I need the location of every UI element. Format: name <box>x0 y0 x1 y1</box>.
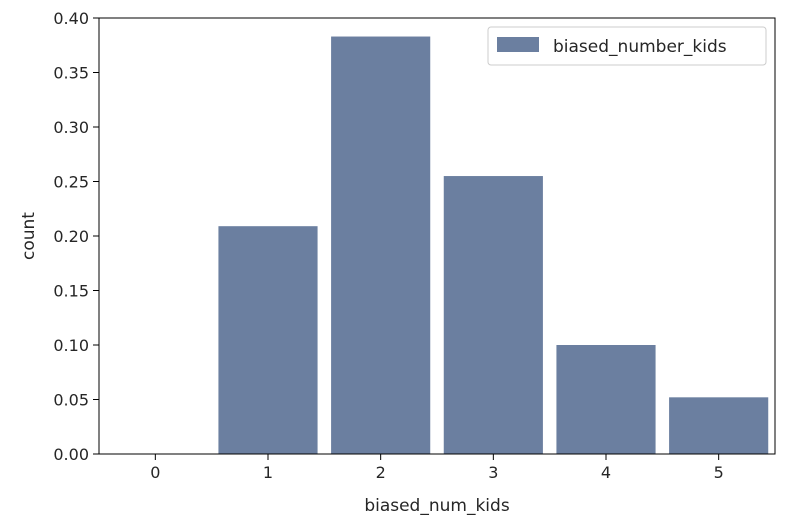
x-tick-label: 5 <box>714 463 724 482</box>
y-tick-label: 0.10 <box>53 336 89 355</box>
y-tick-label: 0.00 <box>53 445 89 464</box>
legend: biased_number_kids <box>487 26 767 66</box>
x-axis-label: biased_num_kids <box>364 496 510 516</box>
y-tick-label: 0.25 <box>53 173 89 192</box>
bar-5 <box>669 397 769 454</box>
legend-swatch <box>497 37 539 52</box>
y-axis-label: count <box>19 212 39 260</box>
bar-2 <box>331 36 431 454</box>
x-tick-label: 4 <box>601 463 611 482</box>
y-tick-label: 0.05 <box>53 391 89 410</box>
x-tick-label: 2 <box>376 463 386 482</box>
x-tick-label: 0 <box>150 463 160 482</box>
x-tick-label: 1 <box>263 463 273 482</box>
bar-3 <box>443 176 543 455</box>
y-tick-label: 0.20 <box>53 227 89 246</box>
bar-4 <box>556 345 656 454</box>
y-tick-label: 0.35 <box>53 64 89 83</box>
legend-box <box>487 26 767 66</box>
x-tick-label: 3 <box>488 463 498 482</box>
y-tick-label: 0.40 <box>53 9 89 28</box>
bars-group <box>218 36 769 455</box>
y-tick-label: 0.15 <box>53 282 89 301</box>
legend-label: biased_number_kids <box>553 37 727 57</box>
bar-1 <box>218 226 318 454</box>
x-axis: 0 1 2 3 4 5 <box>150 454 724 482</box>
y-tick-label: 0.30 <box>53 118 89 137</box>
y-axis: 0.00 0.05 0.10 0.15 0.20 0.25 0.30 0.35 0.40 <box>53 9 99 464</box>
